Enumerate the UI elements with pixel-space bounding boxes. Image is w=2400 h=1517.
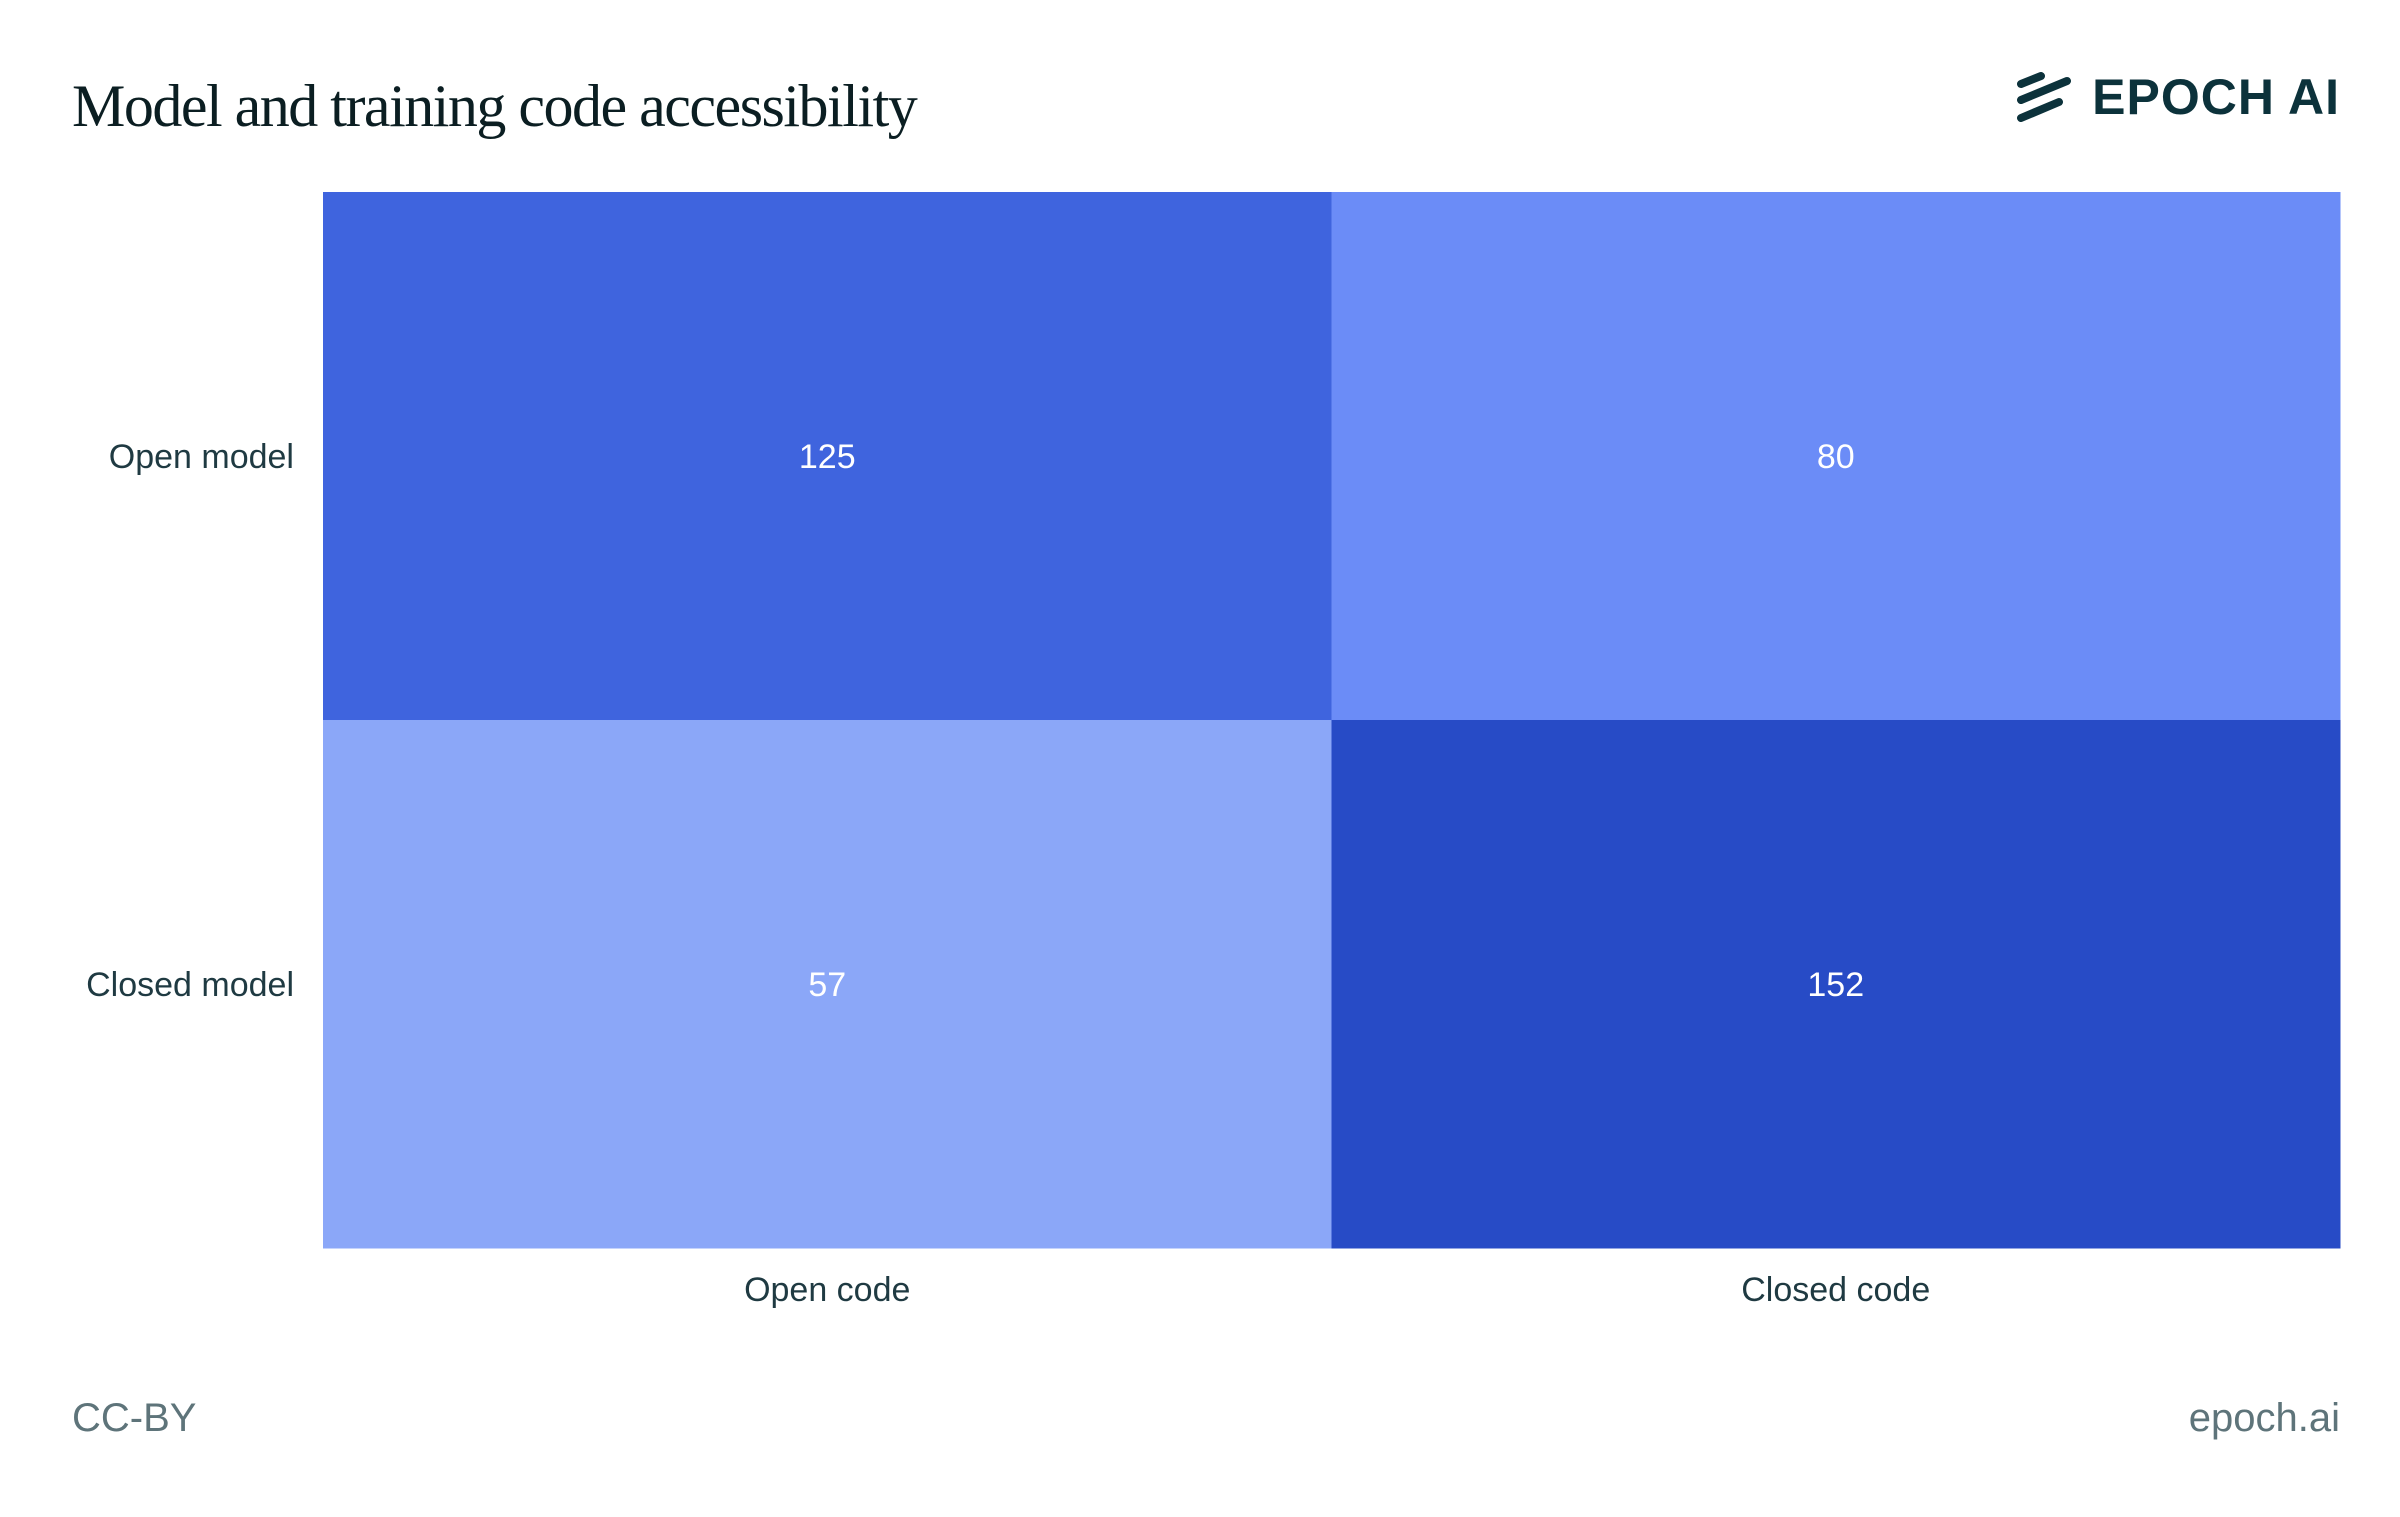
cell-value-label: 57 bbox=[808, 966, 846, 1004]
epoch-logo-icon bbox=[2017, 72, 2072, 122]
chart-title: Model and training code accessibility bbox=[72, 73, 918, 139]
cell-value-label: 80 bbox=[1817, 438, 1855, 476]
y-tick-label: Open model bbox=[109, 438, 294, 476]
site-label: epoch.ai bbox=[2188, 1396, 2340, 1440]
logo-text: EPOCH AI bbox=[2092, 69, 2340, 125]
x-tick-label: Closed code bbox=[1741, 1271, 1930, 1309]
heatmap-cell bbox=[323, 192, 1332, 721]
cell-value-label: 125 bbox=[799, 438, 856, 476]
heatmap-cell bbox=[1331, 192, 2341, 721]
x-tick-label: Open code bbox=[744, 1271, 910, 1309]
license-label: CC-BY bbox=[72, 1396, 197, 1440]
y-tick-label: Closed model bbox=[86, 966, 294, 1004]
heatmap-cell bbox=[323, 720, 1332, 1249]
heatmap-cell bbox=[1331, 720, 2341, 1249]
cell-value-label: 152 bbox=[1807, 966, 1864, 1004]
epoch-ai-logo: EPOCH AI bbox=[2016, 68, 2340, 126]
